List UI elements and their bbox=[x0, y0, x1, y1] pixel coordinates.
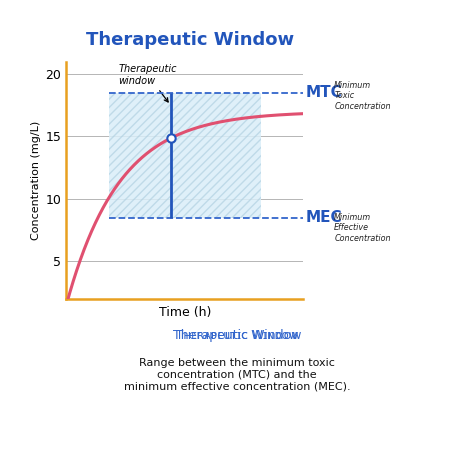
Text: MEC: MEC bbox=[306, 210, 342, 225]
Text: Therapeutic
window: Therapeutic window bbox=[118, 64, 177, 102]
Y-axis label: Concentration (mg/L): Concentration (mg/L) bbox=[31, 120, 41, 240]
Text: Therapeutic Window: Therapeutic Window bbox=[85, 31, 294, 49]
Bar bbox=[109, 93, 261, 218]
Text: MTC: MTC bbox=[306, 85, 343, 100]
Text: Therapeutic Window: Therapeutic Window bbox=[173, 329, 301, 342]
Text: Minimum
Toxic
Concentration: Minimum Toxic Concentration bbox=[334, 81, 391, 111]
Text: Tʜᴇʀᴀᴘᴇᴜᴛɪᴄ Wɪɴᴅᴏᴡ: Tʜᴇʀᴀᴘᴇᴜᴛɪᴄ Wɪɴᴅᴏᴡ bbox=[176, 329, 298, 342]
Text: Minimum
Effective
Concentration: Minimum Effective Concentration bbox=[334, 213, 391, 243]
Bar bbox=[109, 93, 261, 218]
Text: Range between the minimum toxic
concentration (MTC) and the
minimum effective co: Range between the minimum toxic concentr… bbox=[124, 358, 350, 391]
X-axis label: Time (h): Time (h) bbox=[159, 306, 211, 319]
